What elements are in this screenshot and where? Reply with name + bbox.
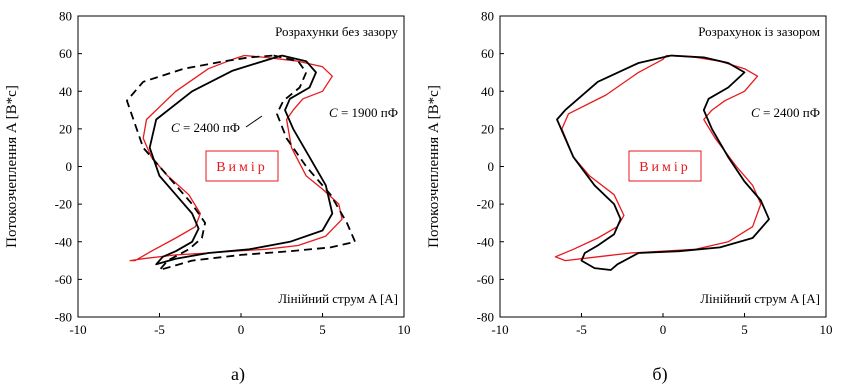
x-tick-label: -5	[154, 322, 165, 337]
y-tick-label: 60	[481, 46, 494, 61]
y-tick-label: -20	[55, 197, 72, 212]
y-tick-label: -40	[477, 234, 494, 249]
y-tick-label: 40	[481, 84, 494, 99]
x-tick-label: 0	[238, 322, 245, 337]
x-tick-label: -5	[576, 322, 587, 337]
annotation-value: = 2400 пФ	[180, 120, 240, 135]
y-tick-label: 0	[488, 159, 495, 174]
y-axis-label: Потокозчеплення A [В*с]	[426, 85, 442, 248]
y-tick-label: 20	[59, 121, 72, 136]
y-tick-label: 0	[66, 159, 73, 174]
annotation-leader-line	[245, 115, 263, 128]
capacitance-annotation: C = 2400 пФ	[751, 105, 820, 120]
y-tick-label: -20	[477, 197, 494, 212]
inner-title: Розрахунки без зазору	[275, 24, 398, 39]
panel-label: б)	[652, 364, 667, 385]
y-tick-label: -80	[477, 310, 494, 325]
y-tick-label: 40	[59, 84, 72, 99]
x-tick-label: 0	[660, 322, 667, 337]
annotation-symbol: C	[171, 120, 180, 135]
panel-label: а)	[231, 364, 245, 385]
x-axis-label: Лінійний струм A [A]	[278, 291, 398, 306]
annotation-value: = 1900 пФ	[338, 105, 398, 120]
y-tick-label: 80	[59, 9, 72, 24]
chart-panel-a: 80 60 40 20 0 -20 -40 -60 -80-10 -5 0 5 10 Потокозчеп…	[4, 9, 411, 386]
measure-box	[628, 150, 702, 182]
annotation-value: = 2400 пФ	[760, 105, 820, 120]
measure-box	[205, 150, 279, 182]
series-line-2	[148, 54, 334, 266]
y-tick-label: -40	[55, 234, 72, 249]
measure-label: Вимір	[639, 160, 691, 175]
chart-panel-b: 80 60 40 20 0 -20 -40 -60 -80-10 -5 0 5 10 Потокозчеп…	[426, 9, 833, 386]
annotation-symbol: C	[751, 105, 760, 120]
series-line-2	[556, 54, 770, 271]
x-tick-label: 5	[319, 322, 326, 337]
capacitance-annotation: C = 1900 пФ	[329, 105, 398, 120]
annotation-symbol: C	[329, 105, 338, 120]
x-tick-label: 5	[741, 322, 748, 337]
y-tick-label: -60	[55, 272, 72, 287]
x-tick-label: 10	[820, 322, 833, 337]
y-tick-label: 80	[481, 9, 494, 24]
capacitance-annotation: C = 2400 пФ	[171, 120, 240, 135]
x-tick-label: -10	[69, 322, 86, 337]
y-tick-label: -60	[477, 272, 494, 287]
x-tick-label: 10	[398, 322, 411, 337]
y-tick-label: 20	[481, 121, 494, 136]
y-tick-label: 60	[59, 46, 72, 61]
series-line-3	[126, 54, 356, 271]
measure-label: Вимір	[216, 160, 268, 175]
y-axis-label: Потокозчеплення A [В*с]	[4, 85, 20, 248]
x-tick-label: -10	[491, 322, 508, 337]
y-tick-label: -80	[55, 310, 72, 325]
x-axis-label: Лінійний струм A [A]	[700, 291, 820, 306]
inner-title: Розрахунок із зазором	[698, 24, 820, 39]
